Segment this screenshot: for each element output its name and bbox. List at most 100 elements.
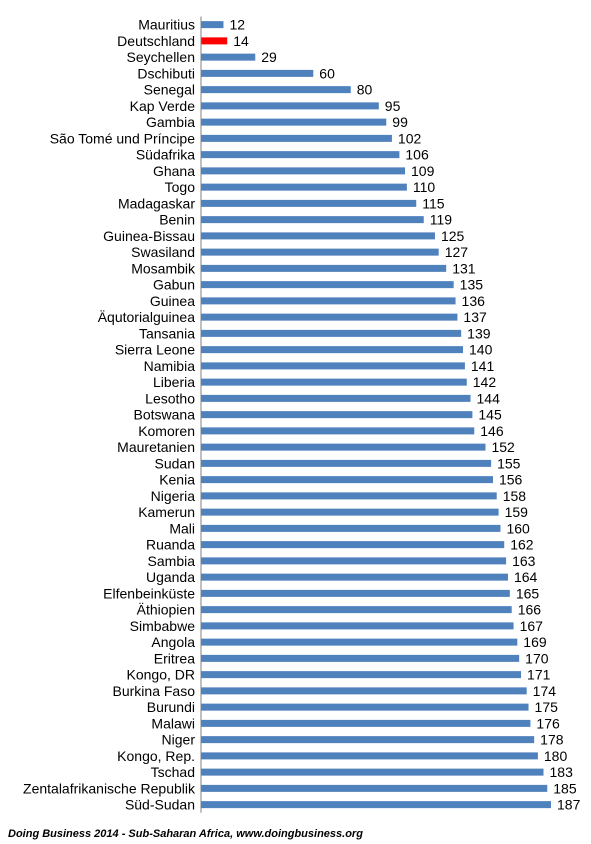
bar-süd-sudan — [201, 801, 551, 809]
bar-nigeria — [201, 492, 497, 500]
bar-botswana — [201, 411, 473, 419]
value-label: 80 — [357, 82, 373, 98]
category-label: Angola — [151, 634, 195, 650]
value-label: 110 — [413, 179, 436, 195]
category-label: Burundi — [147, 699, 195, 715]
value-label: 60 — [319, 65, 335, 81]
value-label: 169 — [523, 634, 547, 650]
category-label: Togo — [165, 179, 196, 195]
category-label: Tschad — [151, 764, 195, 780]
value-label: 141 — [471, 358, 495, 374]
bar-lesotho — [201, 394, 471, 402]
category-label: São Tomé und Príncipe — [50, 130, 195, 146]
bar-uganda — [201, 573, 508, 581]
bar-mauretanien — [201, 443, 486, 451]
value-label: 178 — [540, 732, 564, 748]
category-label: Eritrea — [154, 650, 195, 666]
value-label: 167 — [520, 618, 544, 634]
bar-niger — [201, 736, 535, 744]
value-label: 158 — [503, 488, 527, 504]
bar-swasiland — [201, 248, 439, 256]
value-label: 166 — [518, 602, 542, 618]
bar-kongo-dr — [201, 671, 522, 679]
bar-dschibuti — [201, 69, 314, 77]
value-label: 170 — [525, 650, 549, 666]
bar-gabun — [201, 281, 454, 289]
category-label: Liberia — [153, 374, 195, 390]
bar-zentalafrikanische-republik — [201, 784, 548, 792]
value-label: 106 — [405, 147, 429, 163]
bar-namibia — [201, 362, 465, 370]
bar-chart: MauritiusDeutschlandSeychellenDschibutiS… — [23, 16, 581, 813]
bar-malawi — [201, 719, 531, 727]
bar-mosambik — [201, 264, 447, 272]
value-label: 146 — [480, 423, 504, 439]
bar-togo — [201, 183, 407, 191]
value-label: 139 — [467, 325, 491, 341]
bar-eritrea — [201, 654, 520, 662]
bar-senegal — [201, 86, 351, 94]
value-label: 180 — [544, 748, 568, 764]
category-label: Lesotho — [145, 390, 195, 406]
bar-ghana — [201, 167, 406, 175]
value-label: 174 — [533, 683, 557, 699]
category-labels-group: MauritiusDeutschlandSeychellenDschibutiS… — [23, 17, 196, 813]
category-label: Swasiland — [131, 244, 195, 260]
category-label: Namibia — [144, 358, 196, 374]
value-label: 125 — [441, 228, 465, 244]
value-label: 14 — [233, 33, 249, 49]
category-label: Kongo, DR — [127, 667, 195, 683]
bar-äqutorialguinea — [201, 313, 458, 321]
category-label: Sudan — [155, 455, 195, 471]
category-label: Botswana — [134, 407, 196, 423]
value-label: 115 — [422, 195, 445, 211]
bar-gambia — [201, 118, 387, 126]
category-label: Seychellen — [127, 49, 196, 65]
source-note: Doing Business 2014 - Sub-Saharan Africa… — [8, 828, 363, 840]
category-label: Kenia — [159, 472, 195, 488]
bar-kamerun — [201, 508, 499, 516]
value-label: 142 — [473, 374, 497, 390]
category-label: Mosambik — [131, 260, 196, 276]
category-label: Simbabwe — [130, 618, 196, 634]
value-label: 145 — [478, 407, 502, 423]
category-label: Ghana — [153, 163, 195, 179]
value-label: 137 — [463, 309, 487, 325]
value-label: 140 — [469, 342, 493, 358]
value-label: 144 — [477, 390, 501, 406]
bar-simbabwe — [201, 622, 514, 630]
value-label: 183 — [550, 764, 574, 780]
value-label: 165 — [516, 585, 540, 601]
value-label: 171 — [527, 667, 551, 683]
bar-tschad — [201, 768, 544, 776]
value-label: 12 — [229, 17, 245, 33]
category-label: Kap Verde — [130, 98, 196, 114]
category-label: Niger — [162, 732, 196, 748]
bar-kenia — [201, 476, 493, 484]
bars-group — [201, 21, 551, 809]
value-label: 136 — [462, 293, 486, 309]
bar-guinea — [201, 297, 456, 305]
bar-madagaskar — [201, 199, 417, 207]
value-label: 185 — [553, 780, 577, 796]
category-label: Kongo, Rep. — [117, 748, 195, 764]
value-label: 119 — [430, 212, 453, 228]
category-label: Kamerun — [138, 504, 195, 520]
bar-ruanda — [201, 541, 505, 549]
bar-sambia — [201, 557, 507, 565]
category-label: Mauretanien — [117, 439, 195, 455]
category-label: Senegal — [144, 82, 195, 98]
bar-komoren — [201, 427, 475, 435]
category-label: Komoren — [138, 423, 195, 439]
bar-deutschland — [201, 37, 228, 45]
category-label: Mali — [169, 520, 195, 536]
value-label: 29 — [261, 49, 277, 65]
bar-elfenbeinküste — [201, 589, 510, 597]
value-label: 102 — [398, 130, 422, 146]
category-label: Madagaskar — [118, 195, 195, 211]
category-label: Burkina Faso — [113, 683, 196, 699]
category-label: Gabun — [153, 277, 195, 293]
category-label: Nigeria — [151, 488, 196, 504]
value-label: 160 — [506, 520, 530, 536]
value-label: 155 — [497, 455, 521, 471]
